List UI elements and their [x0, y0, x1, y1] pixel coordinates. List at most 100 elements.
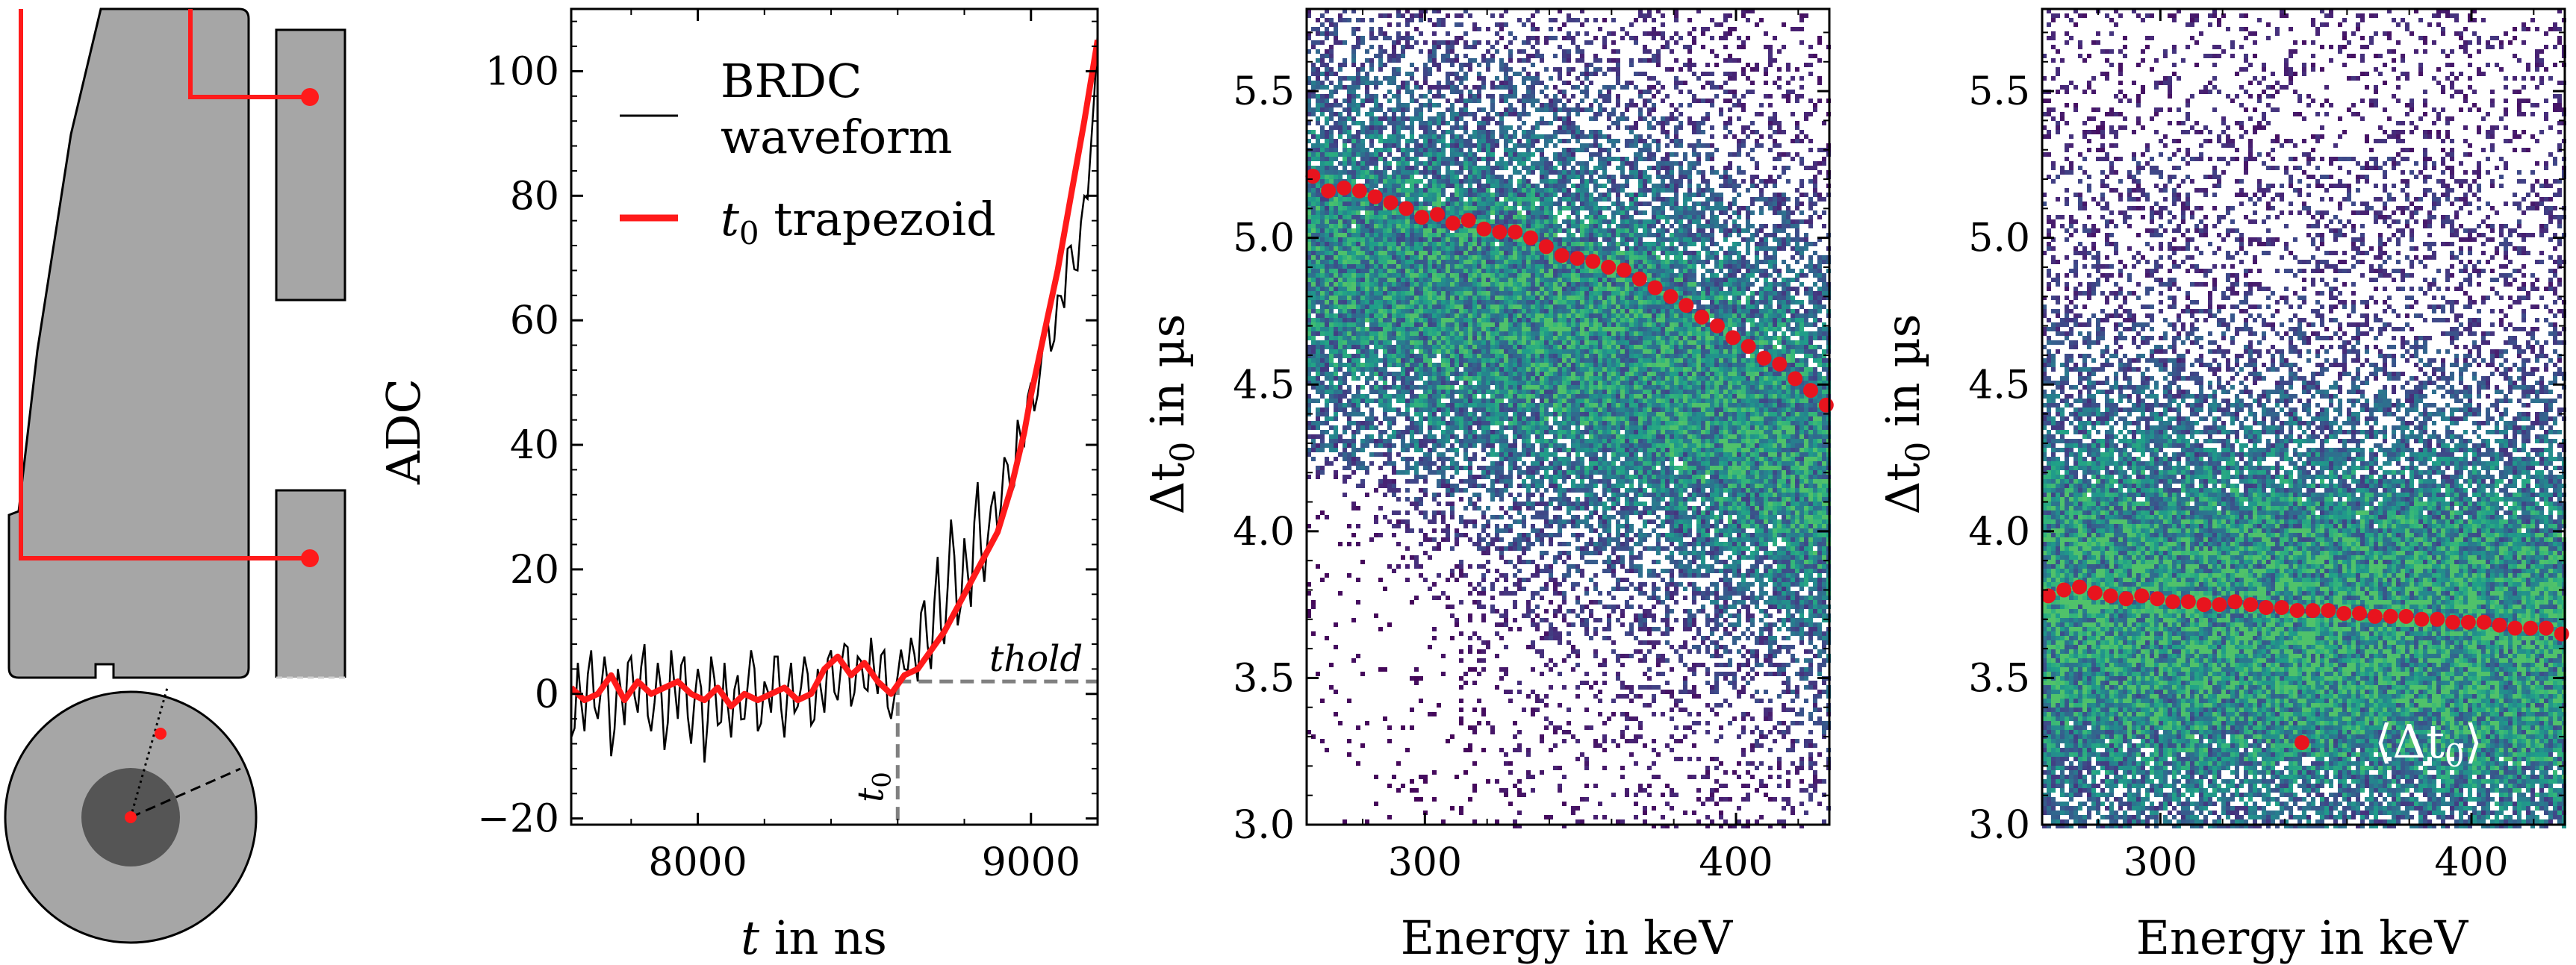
mean-point — [2477, 615, 2492, 630]
y-tick-label: 4.5 — [1968, 363, 2030, 407]
contact-top — [301, 88, 319, 106]
y-tick-label: 4.0 — [1968, 510, 2030, 555]
x-tick-label: 300 — [1388, 840, 1462, 885]
mean-point — [1555, 248, 1569, 263]
mean-point — [2150, 591, 2165, 606]
mean-point — [1570, 251, 1585, 266]
mean-point — [2430, 612, 2445, 627]
y-tick-label: 40 — [510, 423, 559, 468]
x-tick-label: 300 — [2124, 840, 2197, 885]
mean-point — [1648, 281, 1663, 296]
legend-label-mean: ⟨Δt0⟩ — [2374, 714, 2483, 774]
mean-point — [2368, 609, 2383, 624]
mean-point — [1492, 225, 1507, 240]
y-tick-label: 3.0 — [1233, 803, 1295, 848]
mean-point — [2181, 594, 2196, 609]
mean-point — [1585, 254, 1600, 269]
legend-marker-mean — [2295, 735, 2309, 750]
y-tick-label: 80 — [510, 174, 559, 219]
mean-point — [2165, 594, 2180, 609]
mean-point — [1772, 357, 1787, 372]
mean-point — [1414, 210, 1429, 225]
mean-point — [2445, 615, 2460, 630]
threshold-label: thold — [989, 638, 1083, 680]
mean-point — [1632, 272, 1647, 287]
mean-point — [2227, 594, 2242, 609]
y-axis-label: ADC — [376, 378, 431, 485]
x-tick-label: 8000 — [648, 840, 747, 885]
mean-point — [2461, 615, 2476, 630]
mean-point — [2212, 597, 2227, 612]
mean-point — [2383, 609, 2398, 624]
y-tick-label: 5.5 — [1233, 69, 1295, 114]
mean-point — [1601, 260, 1616, 275]
mean-point — [1664, 289, 1679, 304]
contact-bottom — [301, 549, 319, 567]
mean-point — [2554, 626, 2569, 641]
mean-point — [2103, 588, 2118, 603]
mean-point — [1508, 225, 1522, 240]
y-axis-label: Δt0 in µs — [1876, 314, 1938, 515]
mean-point — [2321, 603, 2336, 618]
y-tick-label: 5.5 — [1968, 69, 2030, 114]
legend: BRDC waveform t0 trapezoid — [620, 54, 996, 252]
mean-point — [2243, 597, 2258, 612]
y-tick-label: 5.0 — [1968, 216, 2030, 261]
mean-point — [2539, 621, 2554, 636]
mean-point — [1430, 207, 1445, 222]
mean-point — [2259, 600, 2274, 615]
legend-label-trapezoid: t0 trapezoid — [721, 192, 996, 252]
mean-point — [2399, 609, 2414, 624]
x-axis-label: Energy in keV — [2136, 911, 2469, 965]
mean-point — [2134, 588, 2149, 603]
mean-point — [2290, 603, 2305, 618]
mean-point — [2492, 618, 2507, 633]
mean-point — [2056, 582, 2071, 597]
mean-point — [1337, 181, 1351, 196]
y-tick-label: 100 — [485, 49, 559, 94]
x-tick-label: 9000 — [982, 840, 1080, 885]
mean-point — [1757, 351, 1772, 366]
mean-point — [1788, 371, 1802, 386]
mean-point — [2352, 606, 2367, 621]
mean-point — [1539, 239, 1554, 254]
detector-diagram — [5, 9, 345, 943]
y-tick-label: 4.5 — [1233, 363, 1295, 407]
y-tick-label: −20 — [477, 797, 559, 842]
mean-point — [2088, 585, 2103, 600]
mean-point — [1741, 339, 1756, 354]
heatmap-bins — [1307, 9, 1831, 828]
mean-point — [1679, 298, 1693, 313]
mean-point — [2072, 580, 2087, 595]
y-tick-label: 0 — [535, 672, 559, 717]
mean-point — [1694, 310, 1709, 325]
mean-point — [1477, 222, 1492, 237]
mean-point — [2197, 597, 2212, 612]
legend-label-waveform-1: BRDC — [721, 54, 862, 108]
y-tick-label: 60 — [510, 299, 559, 343]
mean-point — [1321, 184, 1336, 199]
mean-point — [1461, 213, 1476, 228]
mean-point — [1819, 398, 1834, 413]
x-tick-label: 400 — [2434, 840, 2508, 885]
t0-label: t0 — [850, 772, 897, 802]
mean-point — [2336, 606, 2351, 621]
y-tick-label: 4.0 — [1233, 510, 1295, 555]
y-tick-label: 3.5 — [1968, 656, 2030, 701]
mean-point — [2523, 621, 2538, 636]
legend-label-waveform-2: waveform — [721, 110, 952, 164]
mean-point — [2507, 621, 2522, 636]
detector-cross-section — [9, 9, 249, 678]
mean-point — [2306, 603, 2321, 618]
mean-point — [1523, 231, 1538, 246]
mean-point — [2414, 612, 2429, 627]
y-tick-label: 3.5 — [1233, 656, 1295, 701]
mean-point — [1352, 184, 1367, 199]
x-axis-label: t in ns — [741, 911, 887, 965]
electrode-segment-top — [276, 30, 345, 300]
mean-point — [1617, 263, 1631, 278]
y-axis-label: Δt0 in µs — [1140, 314, 1202, 515]
mean-point — [1399, 201, 1413, 216]
